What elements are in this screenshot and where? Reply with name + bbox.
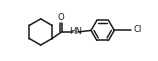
Text: O: O	[58, 13, 64, 22]
Text: HN: HN	[69, 27, 82, 36]
Text: Cl: Cl	[134, 25, 142, 34]
